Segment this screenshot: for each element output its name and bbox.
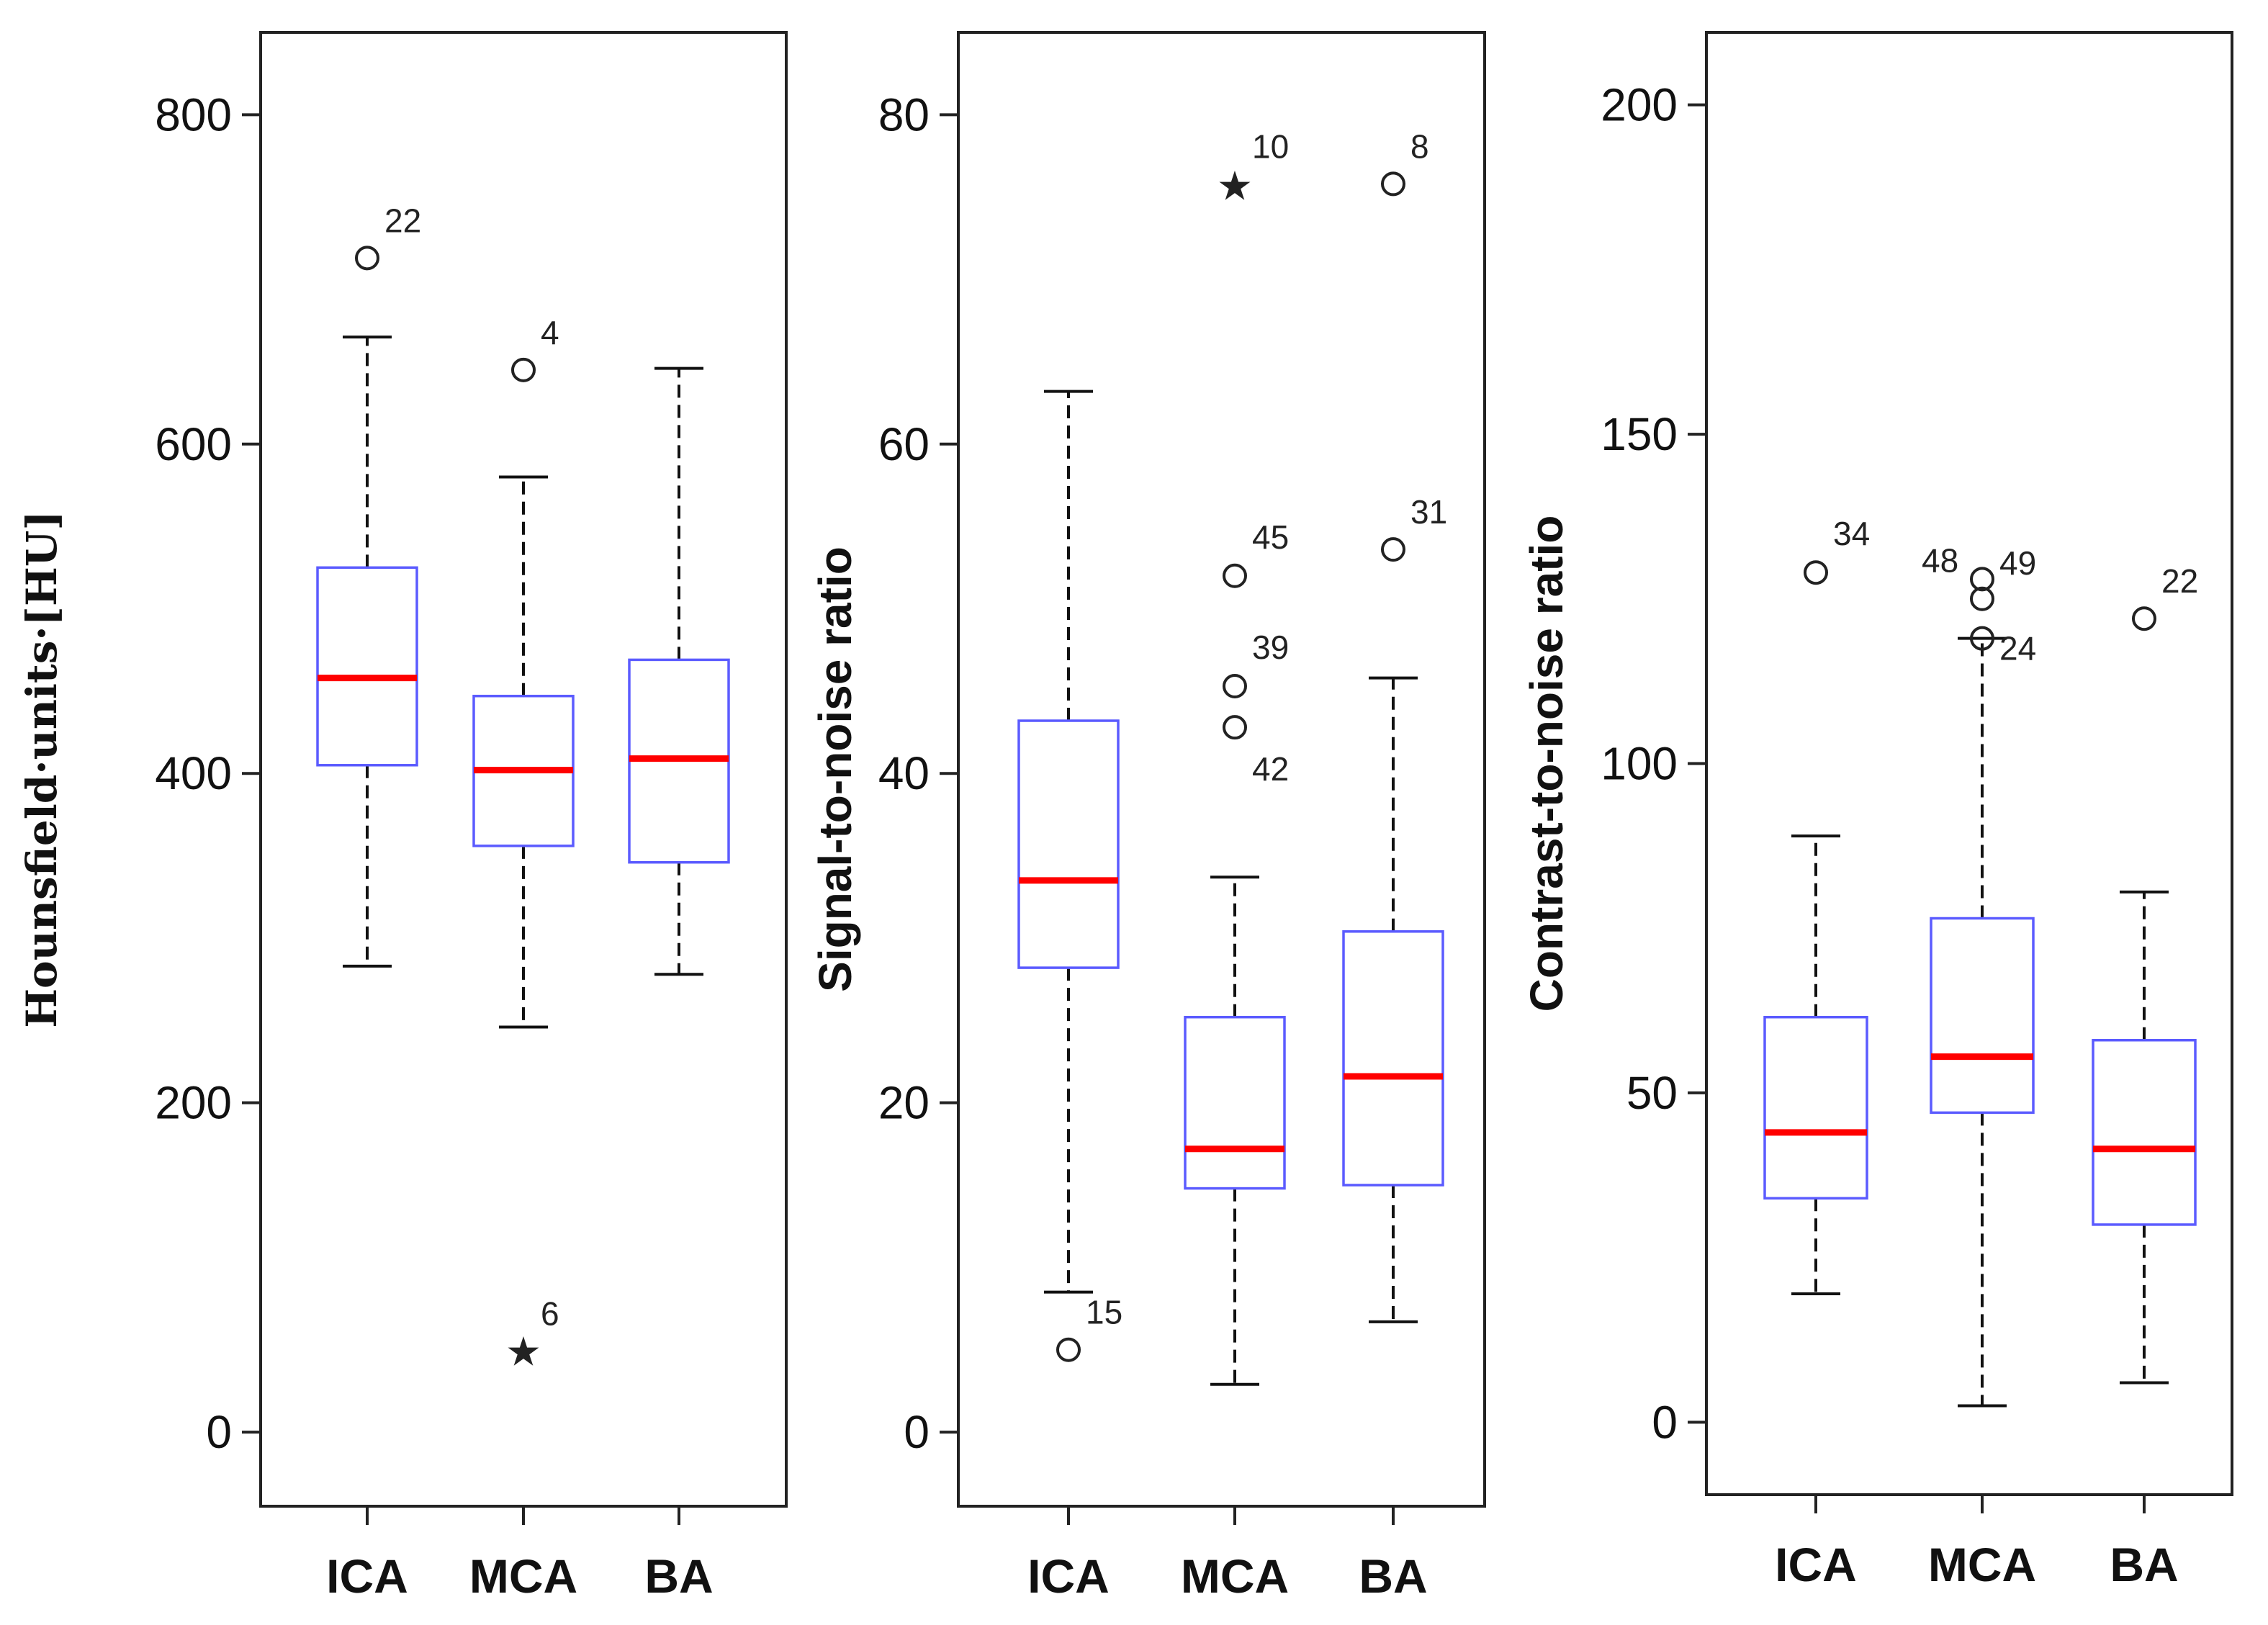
- panel-1: 0 200 400 600 800 Hounsfield·units·[HU] ICA 22 M…: [17, 31, 788, 1603]
- y-axis-title: Contrast-to-noise ratio: [1521, 516, 1572, 1012]
- y-tick-label: 50: [1626, 1067, 1678, 1119]
- box-mca: MCA 4 ★6: [469, 314, 577, 1603]
- iqr-box: [1763, 1015, 1868, 1200]
- panel-2: 0 20 40 60 80 Signal-to-noise ratio ICA 15 MCA ★1…: [809, 31, 1486, 1603]
- y-tick-label: 400: [155, 747, 232, 799]
- y-tick-label: 200: [155, 1077, 232, 1129]
- outlier-circle: [1970, 626, 1994, 651]
- x-tick-label: ICA: [326, 1549, 408, 1603]
- iqr-box: [1017, 719, 1120, 969]
- outlier-circle: [1970, 586, 1994, 611]
- box-ba: BA 22: [2092, 562, 2198, 1591]
- outlier-label: 39: [1252, 629, 1289, 666]
- outlier-star: ★: [505, 1329, 541, 1376]
- y-tick-label: 600: [155, 418, 232, 470]
- y-tick-label: 0: [206, 1406, 232, 1458]
- y-tick-label: 60: [878, 418, 930, 470]
- plot-frame: [957, 31, 1486, 1508]
- outlier-label: 10: [1252, 127, 1289, 165]
- outlier-label: 22: [2161, 562, 2198, 600]
- y-axis-title: Hounsfield·units·[HU]: [17, 510, 66, 1028]
- outlier-label: 15: [1086, 1294, 1122, 1331]
- x-tick-label: MCA: [469, 1549, 577, 1603]
- box-mca: MCA ★10 45 39 42: [1181, 127, 1289, 1603]
- outlier-circle: [1804, 560, 1828, 585]
- y-tick-label: 150: [1601, 408, 1678, 460]
- y-tick-label: 80: [878, 89, 930, 140]
- outlier-label: 6: [541, 1295, 559, 1333]
- outlier-circle: [1381, 537, 1405, 562]
- outlier-circle: [1970, 567, 1994, 592]
- outlier-circle: [1056, 1337, 1081, 1362]
- panel-3: 0 50 100 150 200 Contrast-to-noise ratio ICA 34…: [1521, 31, 2233, 1591]
- outlier-circle: [2132, 606, 2156, 631]
- outlier-label: 49: [1999, 544, 2036, 582]
- y-tick-label: 0: [1652, 1396, 1678, 1448]
- outlier-circle: [1223, 563, 1247, 588]
- box-ba: BA: [628, 366, 730, 1603]
- y-tick-label: 800: [155, 89, 232, 140]
- x-tick-label: ICA: [1775, 1538, 1857, 1591]
- box-ica: ICA 22: [316, 202, 421, 1603]
- outlier-label: 42: [1252, 750, 1289, 788]
- y-tick-label: 20: [878, 1077, 930, 1129]
- outlier-label: 34: [1833, 515, 1870, 552]
- y-tick-label: 200: [1601, 79, 1678, 131]
- x-tick-label: MCA: [1181, 1549, 1289, 1603]
- box-mca: MCA 48 49 24: [1922, 541, 2036, 1591]
- x-tick-label: ICA: [1027, 1549, 1110, 1603]
- iqr-box: [1930, 917, 2035, 1115]
- iqr-box: [1184, 1015, 1286, 1190]
- box-ica: ICA 15: [1017, 390, 1122, 1603]
- outlier-star: ★: [1217, 163, 1253, 210]
- outlier-label: 45: [1252, 518, 1289, 556]
- outlier-label: 48: [1922, 541, 1958, 579]
- outlier-circle: [1223, 715, 1247, 740]
- outlier-circle: [1381, 171, 1405, 197]
- iqr-box: [316, 566, 418, 767]
- outlier-circle: [1223, 673, 1247, 698]
- outlier-label: 8: [1410, 127, 1429, 165]
- outlier-circle: [355, 246, 379, 271]
- x-tick-label: BA: [1359, 1549, 1427, 1603]
- y-tick-label: 40: [878, 747, 930, 799]
- outlier-label: 24: [1999, 630, 2036, 667]
- outlier-label: 22: [384, 202, 421, 239]
- outlier-circle: [511, 357, 536, 382]
- iqr-box: [2092, 1038, 2197, 1226]
- plot-frame: [1705, 31, 2233, 1496]
- y-axis-title: Signal-to-noise ratio: [809, 546, 861, 992]
- outlier-label: 31: [1410, 493, 1447, 531]
- box-ba: BA 8 31: [1342, 127, 1447, 1603]
- iqr-box: [1342, 930, 1444, 1187]
- y-tick-label: 100: [1601, 738, 1678, 790]
- x-tick-label: BA: [2110, 1538, 2178, 1591]
- x-tick-label: BA: [644, 1549, 713, 1603]
- box-ica: ICA 34: [1763, 515, 1870, 1591]
- outlier-label: 4: [541, 314, 559, 351]
- x-tick-label: MCA: [1928, 1538, 2036, 1591]
- y-tick-label: 0: [904, 1406, 930, 1458]
